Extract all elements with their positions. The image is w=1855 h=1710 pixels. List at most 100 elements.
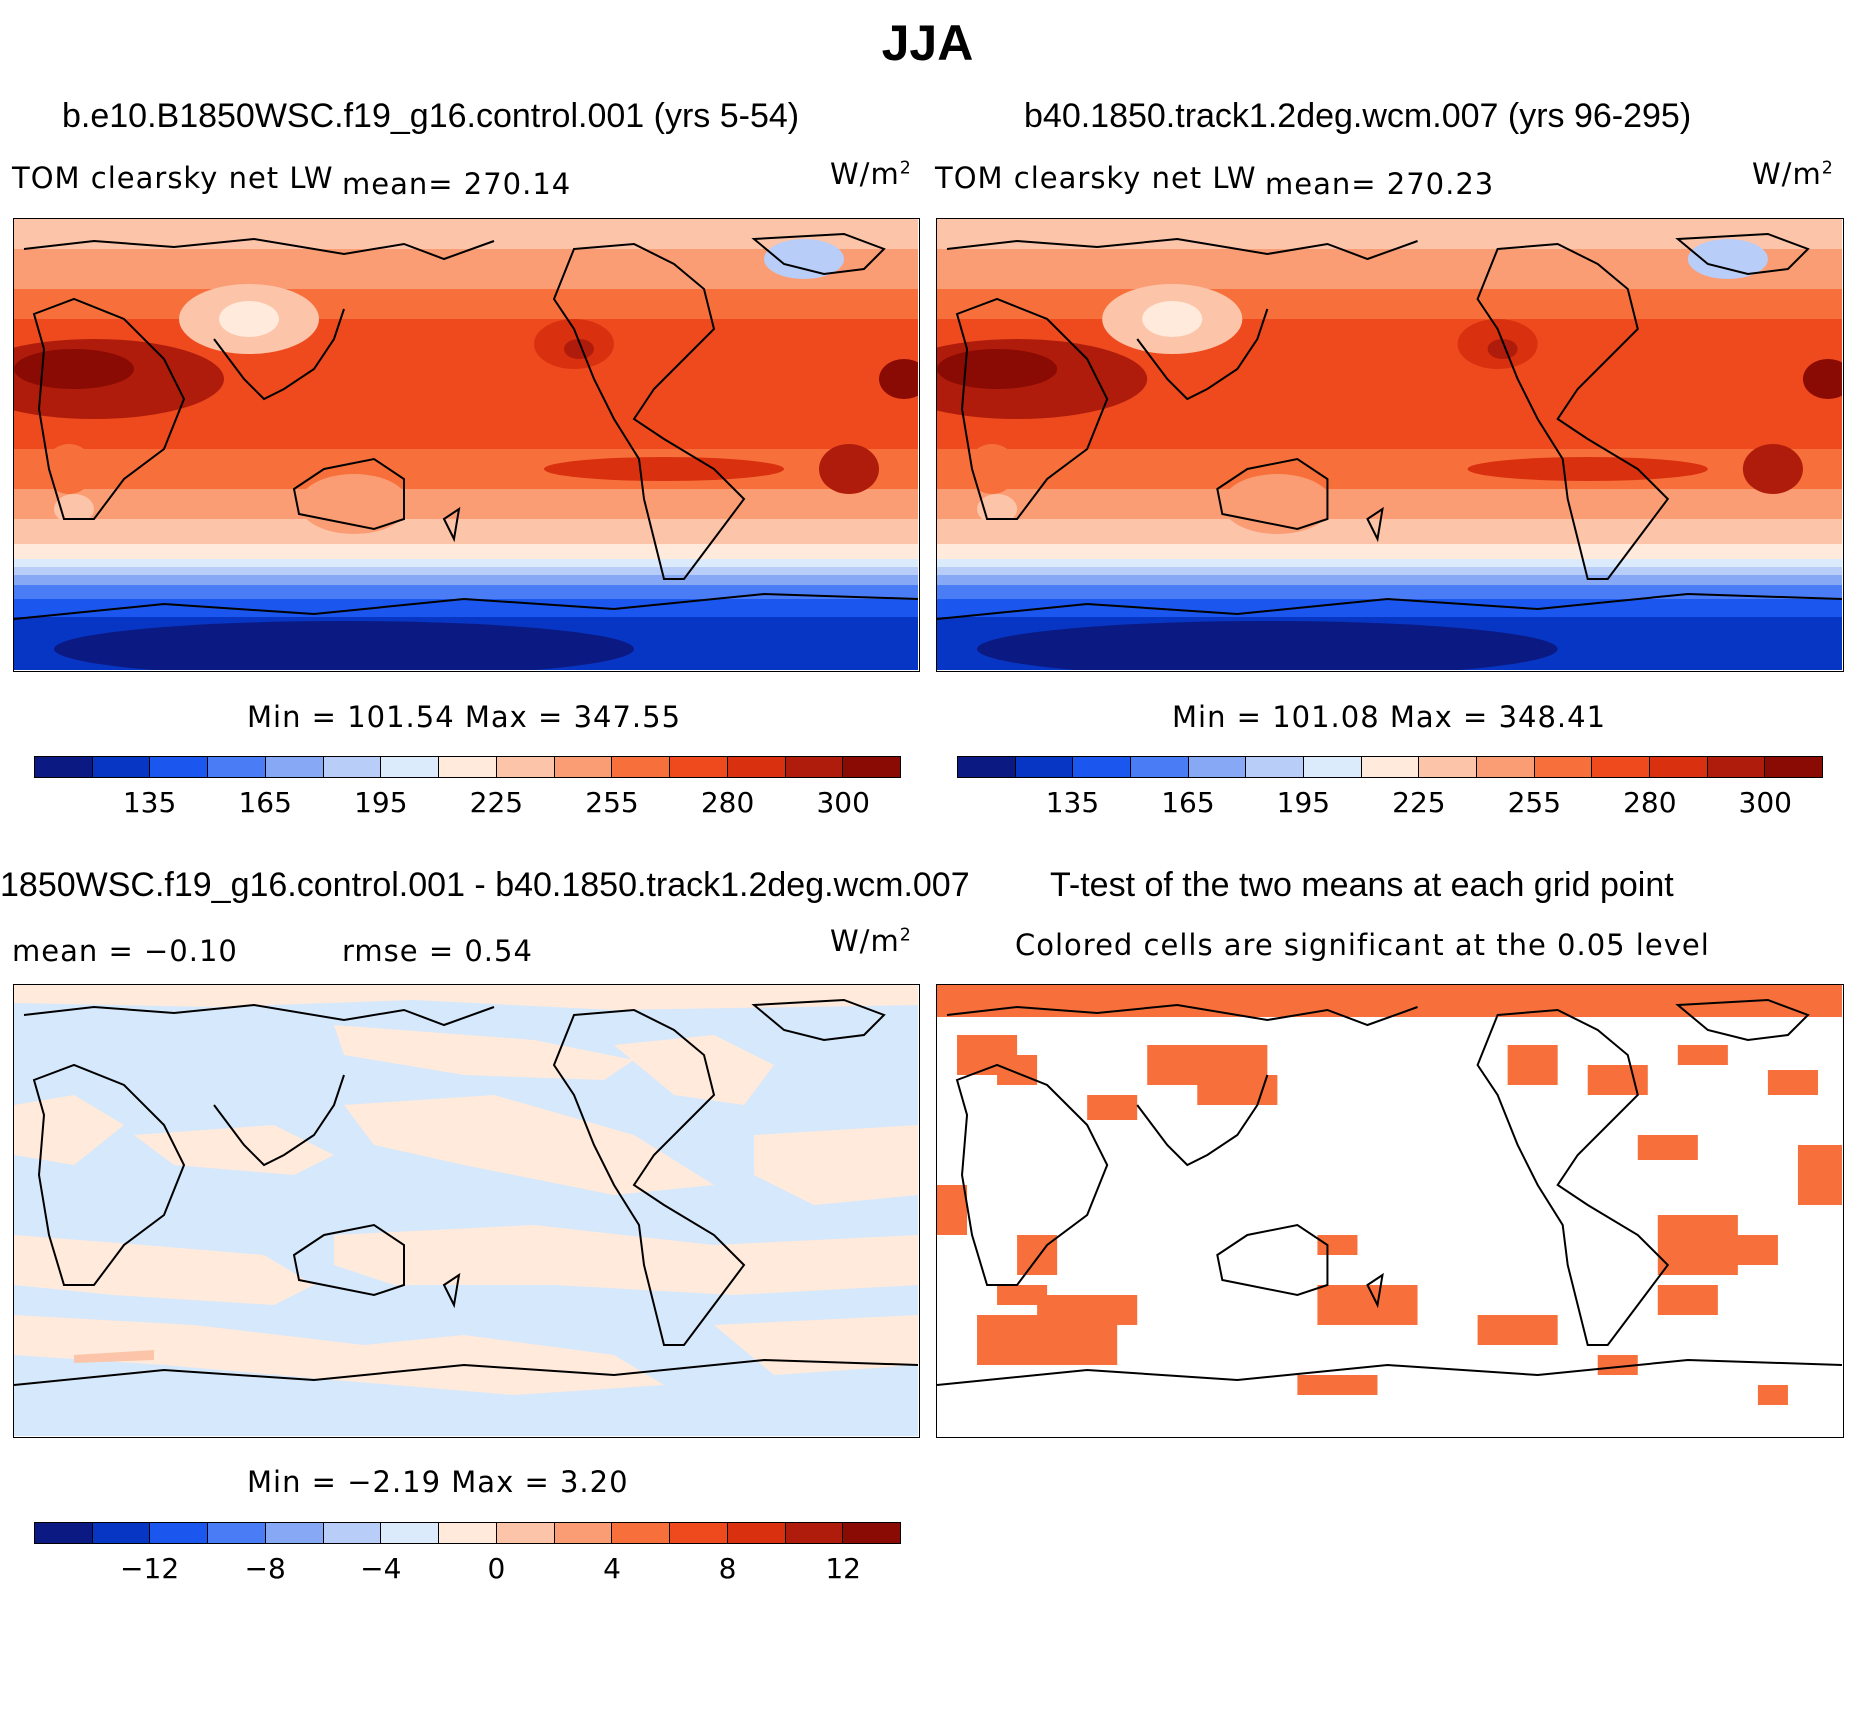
panel3-title: 1850WSC.f19_g16.control.001 - b40.1850.t… [0,866,970,904]
panel3-colorbar-swatch [323,1523,382,1543]
panel1-colorbar-swatch [208,757,266,777]
panel1-colorbar-tick-label: 280 [700,786,755,819]
panel2-colorbar [957,756,1823,778]
panel3-units-exp: 2 [899,925,912,946]
panel1-colorbar-swatch [323,757,382,777]
panel2-colorbar-swatch [1765,757,1823,777]
panel2-variable: TOM clearsky net LW [935,161,1257,195]
panel1-colorbar-swatch [381,757,440,777]
panel3-colorbar-tick-label: −12 [120,1552,180,1585]
panel3-colorbar-swatch [554,1523,613,1543]
panel1-colorbar-tick-label: 255 [585,786,639,819]
panel2-colorbar-tick-label: 255 [1507,786,1562,819]
panel1-colorbar-swatch [554,757,613,777]
panel2-colorbar-swatch [1361,757,1420,777]
panel3-colorbar-swatch [150,1523,209,1543]
panel4-title: T-test of the two means at each grid poi… [1050,866,1674,904]
panel2-map [936,218,1844,672]
panel3-colorbar-swatch [35,1523,93,1543]
panel2-minmax: Min = 101.08 Max = 348.41 [1172,700,1607,734]
panel1-title: b.e10.B1850WSC.f19_g16.control.001 (yrs … [62,97,800,135]
panel2-colorbar-swatch [1650,757,1708,777]
panel1-colorbar-tick-label: 300 [816,786,870,819]
panel2-mean: mean= 270.23 [1265,167,1494,201]
panel1-colorbar-swatch [612,757,671,777]
panel1-colorbar-swatch [439,757,497,777]
panel1-units-exp: 2 [899,158,912,179]
panel3-colorbar-swatch [381,1523,440,1543]
panel1-mean-value: 270.14 [463,167,572,201]
panel2-colorbar-tick-label: 300 [1738,786,1792,819]
panel2-colorbar-tick-label: 225 [1392,786,1446,819]
panel1-colorbar [34,756,901,778]
panel2-colorbar-tick-label: 165 [1161,786,1215,819]
panel1-colorbar-swatch [265,757,324,777]
panel3-colorbar-tick-label: 0 [487,1552,506,1585]
panel3-colorbar-swatch [265,1523,324,1543]
panel2-colorbar-swatch [1592,757,1651,777]
panel3-rmse: rmse = 0.54 [342,934,533,968]
panel2-colorbar-tick-label: 135 [1045,786,1100,819]
panel2-title: b40.1850.track1.2deg.wcm.007 (yrs 96-295… [1024,97,1692,135]
panel3-colorbar-swatch [670,1523,728,1543]
panel1-mean: mean= 270.14 [342,167,571,201]
panel1-colorbar-tick-label: 135 [122,786,177,819]
panel3-units: W/m2 [830,924,912,958]
panel1-colorbar-swatch [785,757,844,777]
panel1-colorbar-swatch [670,757,728,777]
panel1-map [13,218,920,672]
panel1-colorbar-swatch [843,757,901,777]
panel3-mean: mean = −0.10 [12,934,238,968]
panel2-colorbar-swatch [1015,757,1074,777]
panel1-colorbar-swatch [92,757,151,777]
panel1-colorbar-swatch [496,757,555,777]
panel4-significance-field [937,985,1842,1436]
panel2-colorbar-swatch [1707,757,1766,777]
panel1-colorbar-tick-label: 195 [354,786,408,819]
panel3-colorbar-tick-label: 4 [603,1552,621,1585]
panel2-colorbar-swatch [1188,757,1247,777]
panel2-colorbar-tick-label: 195 [1276,786,1331,819]
panel2-units-exp: 2 [1821,158,1834,179]
panel1-variable: TOM clearsky net LW [12,161,334,195]
panel2-colorbar-swatch [1131,757,1189,777]
panel2-colorbar-swatch [1304,757,1362,777]
panel3-map [13,984,920,1438]
panel3-contour-field [14,985,918,1436]
panel1-colorbar-swatch [727,757,786,777]
panel1-mean-label: mean= [342,167,454,201]
panel1-colorbar-swatch [35,757,93,777]
panel2-units: W/m2 [1752,157,1834,191]
panel1-colorbar-tick-label: 225 [469,786,524,819]
panel2-colorbar-swatch [1477,757,1535,777]
panel3-colorbar [34,1522,901,1544]
panel4-significant-cells [937,985,1842,1405]
panel3-colorbar-swatch [208,1523,266,1543]
panel3-colorbar-tick-label: −4 [360,1552,402,1585]
panel4-subtitle: Colored cells are significant at the 0.0… [1015,928,1710,962]
panel3-colorbar-swatch [92,1523,151,1543]
panel2-colorbar-swatch [958,757,1016,777]
panel2-mean-value: 270.23 [1386,167,1495,201]
panel3-colorbar-swatch [612,1523,671,1543]
figure-title: JJA [881,15,974,71]
panel1-units: W/m2 [830,157,912,191]
panel1-minmax: Min = 101.54 Max = 347.55 [247,700,682,734]
panel2-colorbar-tick-label: 280 [1623,786,1677,819]
panel1-units-base: W/m [830,157,900,191]
panel3-colorbar-swatch [496,1523,555,1543]
panel3-colorbar-swatch [785,1523,844,1543]
panel4-map [936,984,1844,1438]
panel2-colorbar-swatch [1073,757,1132,777]
panel3-minmax: Min = −2.19 Max = 3.20 [247,1465,629,1499]
panel2-contour-field [937,219,1842,670]
panel1-colorbar-tick-label: 165 [238,786,292,819]
panel3-colorbar-swatch [843,1523,901,1543]
panel2-colorbar-swatch [1246,757,1305,777]
panel1-contour-field [14,219,918,670]
panel2-units-base: W/m [1752,157,1822,191]
panel3-units-base: W/m [830,924,900,958]
panel2-colorbar-swatch [1534,757,1593,777]
panel3-colorbar-swatch [439,1523,497,1543]
panel3-colorbar-tick-label: −8 [244,1552,286,1585]
